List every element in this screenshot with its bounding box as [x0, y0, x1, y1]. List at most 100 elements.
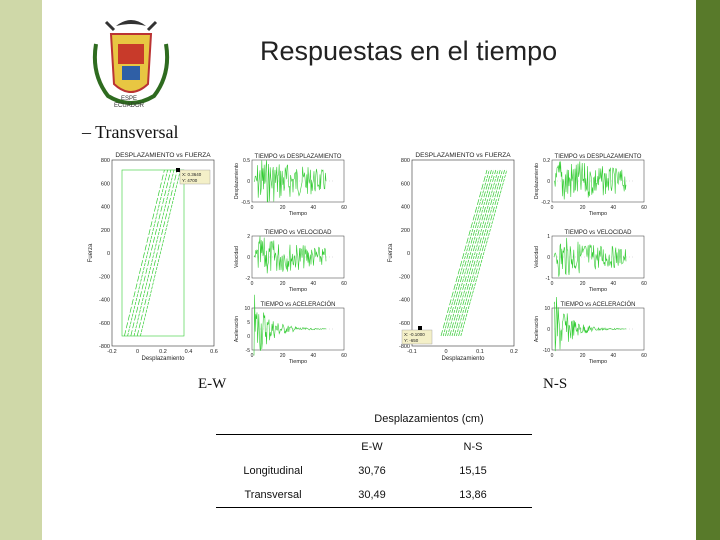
- table-header-row: E-W N-S: [216, 435, 532, 460]
- time-series-trace: [553, 296, 627, 352]
- selected-point-marker: [418, 326, 422, 330]
- y-tick-label: 800: [101, 158, 110, 164]
- time-series-ytick: 0.2: [543, 158, 550, 164]
- hysteresis-line: [124, 169, 165, 337]
- time-tick-label: 60: [341, 281, 347, 287]
- y-tick-label: 200: [101, 228, 110, 234]
- x-tick-label: 0.1: [476, 349, 484, 355]
- x-tick-label: -0.2: [107, 349, 116, 355]
- data-tooltip: [179, 169, 211, 185]
- table-cell: 15,15: [459, 465, 487, 477]
- hysteresis-axes: [111, 159, 215, 347]
- time-series-title: TIEMPO vs ACELERACIÓN: [560, 301, 635, 308]
- y-tick-label: -200: [399, 274, 410, 280]
- time-series-ytick: -1: [546, 276, 551, 282]
- time-series-ylabel: Velocidad: [234, 246, 240, 268]
- time-tick-label: 60: [641, 281, 647, 287]
- table-row: Transversal 30,49 13,86: [216, 483, 532, 508]
- hysteresis-line: [140, 169, 181, 337]
- time-series-ytick: 2: [247, 234, 250, 240]
- y-tick-label: 0: [407, 251, 410, 257]
- time-series-title: TIEMPO vs DESPLAZAMIENTO: [255, 154, 342, 160]
- table-row: Longitudinal 30,76 15,15: [216, 459, 532, 483]
- institution-crest-icon: [92, 20, 170, 105]
- y-axis-label: Fuerza: [388, 243, 394, 262]
- table-caption-row: Desplazamientos (cm): [216, 404, 532, 435]
- time-series-ytick: 0: [247, 255, 250, 261]
- table-header: N-S: [463, 441, 483, 453]
- time-axis-label: Tiempo: [589, 287, 607, 293]
- time-tick-label: 20: [280, 281, 286, 287]
- time-series-ytick: 1: [547, 234, 550, 240]
- y-tick-label: -400: [399, 298, 410, 304]
- y-tick-label: 400: [101, 205, 110, 211]
- shield-base: [122, 66, 140, 80]
- hysteresis-line: [458, 169, 505, 337]
- table-cell: Longitudinal: [243, 465, 303, 477]
- time-axis-label: Tiempo: [589, 211, 607, 217]
- time-tick-label: 60: [641, 353, 647, 359]
- x-tick-label: 0.2: [159, 349, 167, 355]
- time-series-axes: [251, 307, 345, 351]
- y-tick-label: -200: [99, 274, 110, 280]
- time-tick-label: 0: [251, 281, 254, 287]
- hysteresis-line: [447, 169, 494, 337]
- time-tick-label: 20: [280, 205, 286, 211]
- time-series-title: TIEMPO vs ACELERACIÓN: [260, 301, 335, 308]
- hysteresis-line: [449, 169, 497, 337]
- time-tick-label: 0: [251, 205, 254, 211]
- y-tick-label: 0: [107, 251, 110, 257]
- time-series-ytick: 5: [247, 320, 250, 326]
- x-tick-label: -0.1: [407, 349, 416, 355]
- x-tick-label: 0.4: [185, 349, 193, 355]
- time-tick-label: 0: [551, 205, 554, 211]
- time-tick-label: 20: [580, 353, 586, 359]
- time-tick-label: 40: [311, 281, 317, 287]
- time-tick-label: 20: [580, 281, 586, 287]
- ew-label: E-W: [198, 376, 227, 392]
- time-series-ylabel: Aceleración: [234, 316, 240, 342]
- time-series-trace: [553, 237, 627, 277]
- tooltip-y: Y: -650: [404, 338, 419, 343]
- time-tick-label: 0: [251, 353, 254, 359]
- time-tick-label: 40: [611, 205, 617, 211]
- x-tick-label: 0.2: [510, 349, 518, 355]
- hysteresis-line: [127, 169, 168, 337]
- time-series-ytick: 0.5: [243, 158, 250, 164]
- tooltip-y: Y: 4700: [182, 178, 198, 183]
- crest-label: ESPE ECUADOR: [113, 96, 144, 109]
- hysteresis-line: [136, 169, 178, 337]
- time-series-ytick: 0: [247, 334, 250, 340]
- hysteresis-line: [442, 169, 490, 337]
- time-series-title: TIEMPO vs VELOCIDAD: [564, 230, 632, 236]
- time-series-trace: [553, 161, 627, 200]
- time-series-ytick: -2: [246, 276, 251, 282]
- slide-title: Respuestas en el tiempo: [260, 36, 558, 66]
- time-tick-label: 60: [341, 353, 347, 359]
- y-tick-label: -800: [99, 344, 110, 350]
- y-axis-label: Fuerza: [88, 243, 94, 262]
- laurel-wreath: [92, 43, 170, 105]
- right-decorative-bar: [696, 0, 720, 540]
- time-series-trace: [253, 236, 327, 274]
- x-tick-label: 0: [444, 349, 447, 355]
- displacement-table: Desplazamientos (cm) E-W N-S Longitudina…: [216, 404, 532, 508]
- hysteresis-line: [453, 169, 501, 337]
- y-tick-label: -600: [99, 321, 110, 327]
- y-tick-label: 600: [101, 181, 110, 187]
- hysteresis-line: [451, 169, 499, 337]
- time-axis-label: Tiempo: [289, 287, 307, 293]
- tooltip-x: X: 0.3640: [182, 172, 202, 177]
- selected-point-marker: [176, 168, 180, 172]
- time-series-title: TIEMPO vs VELOCIDAD: [264, 230, 332, 236]
- response-plots-figure: DESPLAZAMIENTO vs FUERZA8006004002000-20…: [88, 152, 647, 365]
- time-tick-label: 40: [311, 205, 317, 211]
- y-tick-label: 800: [401, 158, 410, 164]
- time-tick-label: 60: [341, 205, 347, 211]
- hysteresis-line: [445, 169, 492, 337]
- hysteresis-envelope: [121, 169, 185, 337]
- y-tick-label: 200: [401, 228, 410, 234]
- hysteresis-line: [460, 169, 508, 337]
- y-tick-label: 600: [401, 181, 410, 187]
- hysteresis-title: DESPLAZAMIENTO vs FUERZA: [415, 152, 511, 159]
